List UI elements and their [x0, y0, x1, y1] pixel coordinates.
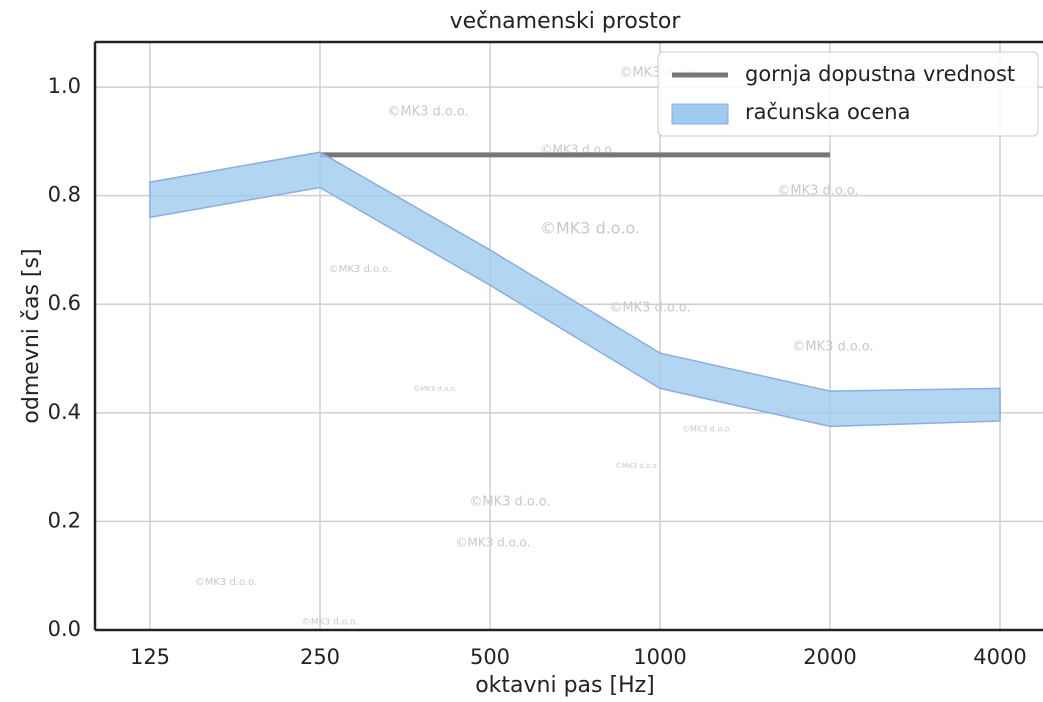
watermark: ©MK3 d.o.o. — [615, 462, 659, 470]
legend-label: računska ocena — [745, 100, 910, 124]
watermark: ©MK3 d.o.o. — [413, 385, 457, 393]
legend-label: gornja dopustna vrednost — [745, 62, 1015, 86]
y-tick-label: 0.8 — [48, 183, 81, 207]
x-tick-label: 250 — [300, 645, 340, 669]
watermark: ©MK3 d.o.o. — [456, 536, 531, 550]
y-tick-label: 0.2 — [48, 508, 81, 532]
x-tick-label: 1000 — [633, 645, 686, 669]
legend: gornja dopustna vrednost računska ocena — [657, 51, 1039, 137]
x-axis-label: oktavni pas [Hz] — [475, 673, 655, 698]
watermark: ©MK3 d.o.o. — [540, 219, 640, 238]
y-tick-label: 0.0 — [48, 617, 81, 641]
legend-swatch — [671, 103, 729, 125]
x-tick-label: 500 — [470, 645, 510, 669]
chart-title: večnamenski prostor — [450, 9, 682, 34]
y-axis-label: odmevni čas [s] — [19, 248, 44, 423]
watermark: ©MK3 d.o.o. — [609, 301, 690, 316]
y-tick-label: 0.6 — [48, 291, 81, 315]
x-tick-label: 2000 — [803, 645, 856, 669]
watermark: ©MK3 d.o.o. — [777, 184, 858, 199]
watermark: ©MK3 d.o.o. — [329, 264, 392, 275]
watermark: ©MK3 d.o.o. — [195, 577, 258, 588]
x-tick-label: 4000 — [973, 645, 1026, 669]
legend-box — [657, 51, 1039, 137]
confidence-band — [149, 151, 1001, 428]
y-tick-label: 1.0 — [48, 74, 81, 98]
y-tick-label: 0.4 — [48, 400, 81, 424]
watermark: ©MK3 d.o.o. — [792, 340, 873, 355]
watermark: ©MK3 d.o.o. — [469, 495, 550, 510]
watermark: ©MK3 d.o.o. — [387, 105, 468, 120]
x-tick-label: 125 — [130, 645, 170, 669]
watermark: ©MK3 d.o.o. — [302, 618, 358, 628]
watermark: ©MK3 d.o.o. — [682, 425, 732, 434]
